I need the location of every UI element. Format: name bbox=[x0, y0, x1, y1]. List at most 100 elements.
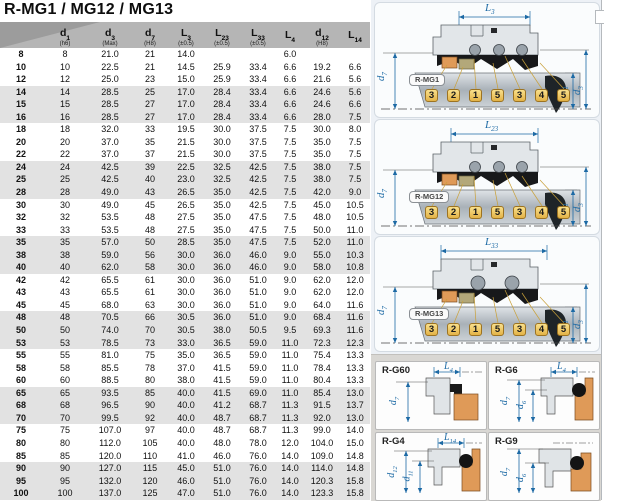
dimension-cell: 20 bbox=[59, 136, 70, 147]
dimension-cell: 51.0 bbox=[213, 475, 231, 486]
dim-arrow bbox=[570, 190, 576, 195]
dim-arrow bbox=[516, 417, 522, 422]
dimension-cell: 11.0 bbox=[346, 237, 364, 248]
dimension-cell: 85.4 bbox=[313, 387, 331, 398]
dimension-cell: 62.0 bbox=[313, 287, 331, 298]
dimension-cell: 32 bbox=[59, 212, 70, 223]
header-tolerance: (H8) bbox=[316, 41, 328, 48]
dim-symbol: d bbox=[515, 477, 527, 483]
gland-housing bbox=[432, 24, 539, 56]
part-balloon: 3 bbox=[425, 206, 438, 219]
dimension-cell: 59.0 bbox=[249, 362, 267, 373]
dimension-cell: 75 bbox=[144, 350, 155, 361]
dimension-cell: 51.0 bbox=[249, 312, 267, 323]
dimension-cell: 78.5 bbox=[101, 337, 119, 348]
table-row: 45 45 68.0 63 30.0 36.0 51.0 9.0 64.0 11.6 bbox=[0, 299, 370, 312]
dim-arrow bbox=[392, 221, 398, 226]
dim-subscript: 7 bbox=[381, 189, 390, 193]
dimension-cell: 25.0 bbox=[101, 74, 119, 85]
header-tolerance: (±0.5) bbox=[250, 41, 266, 48]
dimension-cell: 48.7 bbox=[213, 412, 231, 423]
row-size-label: 53 bbox=[15, 337, 26, 348]
dimension-cell: 49.0 bbox=[101, 187, 119, 198]
dim-arrow bbox=[583, 284, 589, 289]
dimension-cell: 80 bbox=[59, 437, 70, 448]
dim-arrow bbox=[405, 382, 411, 387]
seat-v-dim-label: d12 bbox=[386, 466, 401, 478]
dimension-cell: 30.0 bbox=[177, 299, 195, 310]
dimension-cell: 14.0 bbox=[281, 475, 299, 486]
part-balloon: 5 bbox=[557, 89, 570, 102]
part-balloon: 3 bbox=[513, 206, 526, 219]
dimension-cell: 33.4 bbox=[249, 74, 267, 85]
dim-arrow bbox=[583, 50, 589, 55]
dimension-cell: 51.0 bbox=[249, 287, 267, 298]
dim-arrow bbox=[551, 369, 556, 375]
dimension-cell: 30.0 bbox=[177, 249, 195, 260]
dimension-cell: 74.0 bbox=[101, 325, 119, 336]
table-row: 24 24 42.5 39 22.5 32.5 42.5 7.5 38.0 7.5 bbox=[0, 160, 370, 174]
row-size-label: 35 bbox=[15, 237, 26, 248]
table-row: 14 14 28.5 25 17.0 28.4 33.4 6.6 24.6 5.6 bbox=[0, 85, 370, 99]
dimension-cell: 59.0 bbox=[249, 337, 267, 348]
dim-symbol: d bbox=[499, 400, 511, 406]
dimension-cell: 26.5 bbox=[177, 199, 195, 210]
row-size-label: 22 bbox=[15, 149, 26, 160]
dimension-cell: 62.0 bbox=[313, 274, 331, 285]
dim-symbol: d bbox=[388, 400, 400, 406]
dim-subscript: 7 bbox=[381, 306, 390, 310]
dim-arrow bbox=[570, 338, 576, 343]
dimension-cell: 28.5 bbox=[101, 99, 119, 110]
dimension-cell: 76.0 bbox=[249, 450, 267, 461]
table-row: 95 95 132.0 120 46.0 51.0 76.0 14.0 120.3 15.8 bbox=[0, 474, 370, 488]
dimension-cell: 137.0 bbox=[98, 488, 122, 499]
dimension-cell: 9.5 bbox=[283, 325, 297, 336]
row-size-label: 90 bbox=[15, 463, 26, 474]
dimension-cell: 57.0 bbox=[101, 237, 119, 248]
dimension-cell: 21.6 bbox=[313, 74, 331, 85]
table-row: 38 38 59.0 56 30.0 36.0 46.0 9.0 55.0 10.3 bbox=[0, 248, 370, 262]
dim-symbol: d bbox=[499, 471, 511, 477]
dimension-cell: 97 bbox=[144, 425, 155, 436]
dimension-cell: 21.5 bbox=[177, 149, 195, 160]
dim-symbol: d bbox=[515, 404, 527, 410]
dimension-cell: 61 bbox=[144, 274, 155, 285]
dimension-cell: 68.4 bbox=[313, 312, 331, 323]
seat-ring bbox=[458, 175, 475, 187]
dimension-cell: 48 bbox=[59, 312, 70, 323]
dimension-cell: 76.0 bbox=[249, 475, 267, 486]
header-symbol: L bbox=[215, 26, 222, 39]
dimension-cell: 40.0 bbox=[177, 387, 195, 398]
dim-arrow bbox=[530, 463, 536, 468]
row-size-label: 40 bbox=[15, 262, 26, 273]
dimension-cell: 85 bbox=[144, 387, 155, 398]
seal-face-ring bbox=[441, 173, 458, 186]
dimension-cell: 37.0 bbox=[177, 362, 195, 373]
dimension-cell: 11.6 bbox=[346, 299, 364, 310]
seat-model-label: R-G6 bbox=[495, 365, 518, 376]
col-header-d12: d12 (H8) bbox=[304, 22, 340, 48]
spring bbox=[469, 161, 481, 173]
dimension-cell: 114.0 bbox=[311, 463, 333, 474]
row-size-label: 30 bbox=[15, 199, 26, 210]
dimension-cell: 11.0 bbox=[346, 224, 364, 235]
dimension-cell: 14.0 bbox=[177, 49, 195, 59]
header-tolerance: (Max) bbox=[102, 41, 118, 48]
dim-arrow bbox=[403, 488, 409, 493]
dimension-cell: 35.0 bbox=[313, 136, 331, 147]
row-size-label: 38 bbox=[15, 249, 26, 260]
header-subscript: 12 bbox=[321, 35, 329, 43]
dimension-cell: 25 bbox=[144, 86, 155, 97]
dim-symbol: L bbox=[444, 432, 450, 443]
dimension-cell: 50 bbox=[144, 237, 155, 248]
dimension-cell: 76.0 bbox=[249, 463, 267, 474]
dimension-cell: 33 bbox=[59, 224, 70, 235]
dimension-cell: 27.5 bbox=[177, 224, 195, 235]
dimension-cell: 37.0 bbox=[101, 149, 119, 160]
dimension-cell: 11.0 bbox=[281, 375, 299, 386]
dimension-cell: 25.9 bbox=[213, 61, 231, 72]
dimension-cell: 72.3 bbox=[313, 337, 331, 348]
dimension-cell: 99.0 bbox=[313, 425, 331, 436]
